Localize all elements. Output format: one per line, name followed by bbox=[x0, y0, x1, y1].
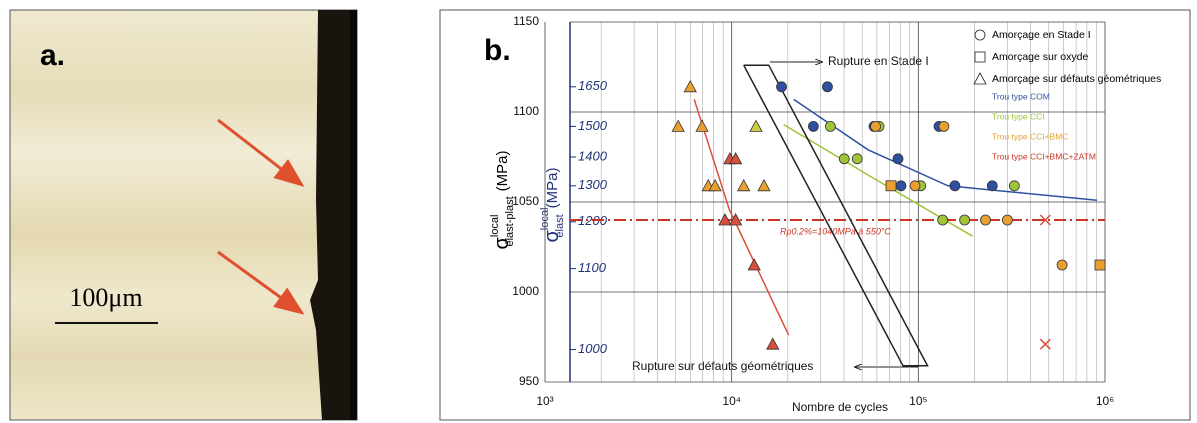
y2-tick-label: 1300 bbox=[578, 177, 608, 192]
data-point bbox=[776, 81, 787, 93]
data-point bbox=[938, 121, 950, 132]
data-point bbox=[824, 121, 836, 132]
x-tick-label: 10⁴ bbox=[722, 394, 741, 408]
legend-label: Amorçage en Stade I bbox=[992, 29, 1091, 41]
arrow bbox=[217, 118, 305, 187]
data-point bbox=[909, 180, 921, 192]
legend-label: Amorçage sur oxyde bbox=[992, 51, 1088, 63]
y-tick-label: 1150 bbox=[513, 14, 539, 28]
data-point bbox=[1039, 338, 1051, 350]
y-sub: élast-plast bbox=[504, 196, 516, 246]
data-point bbox=[895, 180, 907, 192]
panel-label: a. bbox=[40, 39, 65, 72]
y-sup: local bbox=[489, 215, 501, 238]
data-point bbox=[822, 81, 833, 93]
legend-color-label: Trou type COM bbox=[992, 91, 1050, 101]
x-axis-title: Nombre de cycles bbox=[792, 400, 888, 414]
y2-tick-label: 1100 bbox=[578, 260, 607, 275]
legend-color-label: Trou type CCI bbox=[992, 111, 1045, 121]
edge-dark bbox=[350, 10, 357, 420]
x-tick-label: 10⁶ bbox=[1096, 394, 1114, 408]
legend-marker bbox=[973, 72, 987, 85]
arrow bbox=[217, 250, 305, 315]
y-tick-label: 1050 bbox=[512, 194, 539, 208]
x-tick-label: 10⁵ bbox=[909, 394, 927, 408]
data-point bbox=[1056, 259, 1068, 271]
y2-axis-title: σlocal élast(MPa) bbox=[539, 167, 566, 242]
data-point bbox=[851, 153, 863, 165]
y2-tick-label: 1650 bbox=[578, 78, 608, 93]
annotation: Rupture en Stade I bbox=[828, 54, 929, 68]
data-point bbox=[728, 213, 743, 226]
data-point bbox=[718, 213, 732, 226]
legend-color-label: Trou type CCI+BMC bbox=[992, 131, 1068, 141]
data-point bbox=[959, 214, 971, 226]
edge bbox=[310, 10, 350, 420]
fit-curve bbox=[693, 99, 790, 336]
y-axis-title: σlocal élast-plast (MPa) bbox=[489, 151, 516, 250]
data-point bbox=[1094, 259, 1106, 271]
scale-label: 100μm bbox=[69, 283, 142, 312]
legend-marker bbox=[974, 29, 986, 41]
panel-b-frame bbox=[439, 9, 1191, 421]
data-point bbox=[708, 178, 722, 192]
legend-color-label: Trou type CCI+BMC+ZATM bbox=[992, 151, 1096, 161]
data-point bbox=[749, 119, 763, 132]
micrograph bbox=[9, 9, 358, 421]
panel-label: b. bbox=[484, 34, 511, 67]
y2-tick-label: 1000 bbox=[578, 341, 608, 356]
data-point bbox=[737, 178, 751, 192]
data-point bbox=[695, 119, 709, 132]
data-point bbox=[1008, 180, 1020, 192]
y2-tick-label: 1400 bbox=[578, 148, 608, 163]
data-point bbox=[671, 119, 685, 132]
y2-sub: élast bbox=[554, 214, 566, 237]
y-unit: (MPa) bbox=[494, 151, 511, 192]
annotation: Rupture sur défauts géométriques bbox=[632, 359, 813, 373]
data-point bbox=[766, 337, 780, 350]
data-point bbox=[885, 180, 897, 192]
data-point bbox=[747, 258, 761, 271]
y2-tick-label: 1500 bbox=[578, 118, 608, 133]
fit-curve bbox=[743, 64, 929, 367]
data-point bbox=[1001, 214, 1013, 226]
y-symbol: σ bbox=[491, 236, 513, 249]
y2-unit: (MPa) bbox=[544, 167, 561, 208]
y-tick-label: 950 bbox=[519, 374, 539, 388]
data-point bbox=[986, 180, 998, 192]
reference-label: Rp0.2%=1040MPa à 550°C bbox=[780, 226, 891, 236]
legend-marker bbox=[974, 51, 986, 63]
data-point bbox=[807, 121, 819, 132]
data-point bbox=[870, 121, 881, 132]
data-point bbox=[892, 153, 904, 165]
data-point bbox=[980, 214, 991, 226]
panel-a: a. 100μm bbox=[9, 9, 358, 421]
y-tick-label: 1100 bbox=[513, 104, 539, 118]
data-point bbox=[1039, 214, 1051, 226]
data-point bbox=[728, 151, 743, 165]
legend-label: Amorçage sur défauts géométriques bbox=[992, 73, 1161, 85]
y-tick-label: 1000 bbox=[512, 284, 539, 298]
x-tick-label: 10³ bbox=[536, 394, 553, 408]
data-point bbox=[683, 79, 697, 93]
data-point bbox=[757, 178, 771, 192]
fit-curve bbox=[793, 98, 1098, 201]
data-point bbox=[838, 153, 850, 165]
fit-curve bbox=[783, 123, 973, 237]
data-point bbox=[937, 214, 949, 226]
data-point bbox=[949, 180, 961, 192]
y2-symbol: σ bbox=[541, 230, 563, 243]
